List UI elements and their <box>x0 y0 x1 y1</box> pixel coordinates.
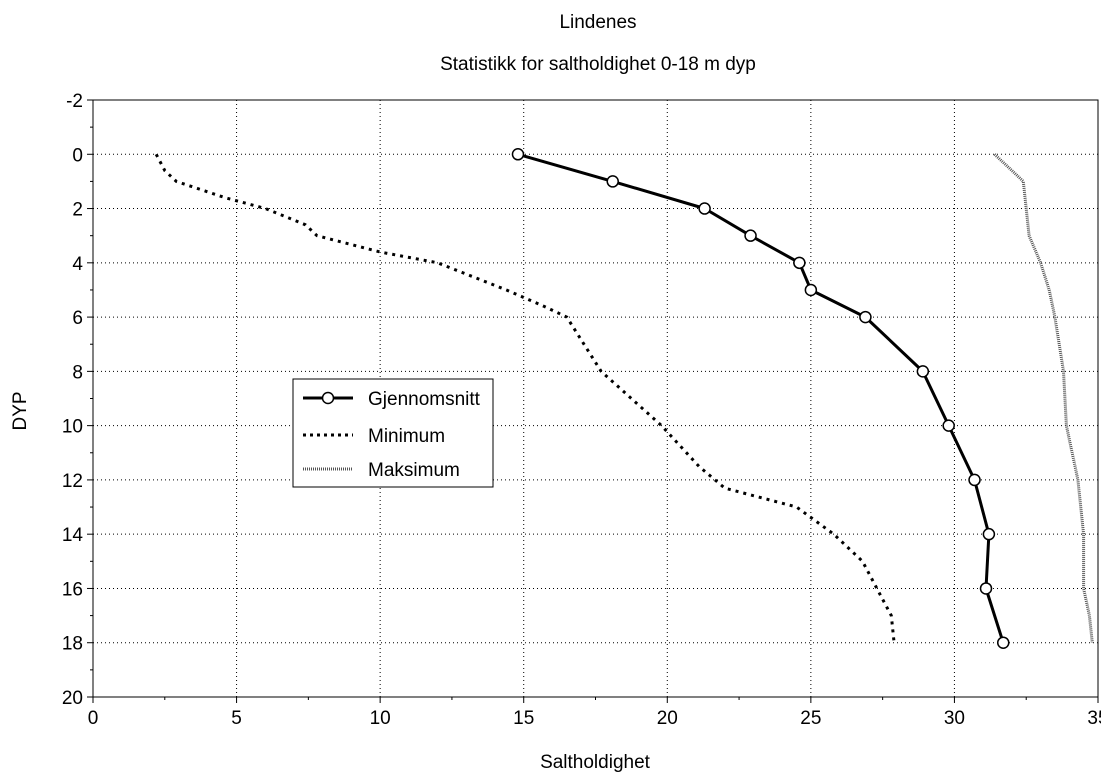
x-tick-label: 20 <box>657 708 678 729</box>
y-tick-label: 14 <box>62 525 84 546</box>
y-tick-label: 0 <box>72 145 83 166</box>
y-tick-label: 16 <box>62 579 83 600</box>
data-point-gjennomsnitt <box>744 229 757 242</box>
data-point-gjennomsnitt <box>982 527 996 541</box>
y-tick-label: 18 <box>62 634 83 655</box>
y-tick-label: 4 <box>72 254 83 275</box>
y-tick-label: 10 <box>62 417 83 438</box>
legend-entry-maksimum: Maksimum <box>303 460 460 481</box>
x-tick-label: 30 <box>944 708 965 729</box>
legend-label-minimum: Minimum <box>368 426 445 447</box>
x-axis-label: Saltholdighet <box>540 752 651 773</box>
series-layer <box>154 148 1094 649</box>
data-point-gjennomsnitt <box>996 636 1010 649</box>
x-tick-label: 0 <box>88 708 99 729</box>
data-point-gjennomsnitt <box>793 256 806 270</box>
x-tick-label: 5 <box>231 708 242 729</box>
data-point-gjennomsnitt <box>698 202 711 215</box>
data-point-gjennomsnitt <box>979 582 993 595</box>
series-line-maksimum <box>993 153 1094 643</box>
legend-entry-minimum: Minimum <box>303 426 445 447</box>
data-point-gjennomsnitt <box>511 148 525 161</box>
legend: Gjennomsnitt Minimum Maksimum <box>292 378 494 488</box>
x-tick-label: 25 <box>800 708 821 729</box>
y-tick-label: 8 <box>72 362 83 383</box>
y-axis-label: DYP <box>10 391 31 430</box>
chart-subtitle: Statistikk for saltholdighet 0-18 m dyp <box>440 54 756 75</box>
x-tick-label: 35 <box>1087 708 1101 729</box>
legend-entry-gjennomsnitt: Gjennomsnitt <box>303 389 481 410</box>
x-tick-label: 10 <box>370 708 391 729</box>
plot-frame <box>92 99 1099 698</box>
data-point-gjennomsnitt <box>916 365 930 378</box>
legend-label-gjennomsnitt: Gjennomsnitt <box>368 389 481 410</box>
ticks-layer: 0 5 10 15 20 25 30 35 -2 0 2 4 6 8 10 12 14 16 18 20 <box>62 91 1101 729</box>
series-line-minimum <box>154 153 896 643</box>
y-tick-label: -2 <box>66 91 83 112</box>
y-tick-label: 12 <box>62 471 83 492</box>
data-point-gjennomsnitt <box>942 419 955 432</box>
data-point-gjennomsnitt <box>968 473 981 487</box>
legend-label-maksimum: Maksimum <box>368 460 460 481</box>
chart-title: Lindenes <box>559 12 636 33</box>
legend-marker-gjennomsnitt <box>321 391 335 405</box>
y-tick-label: 6 <box>72 308 83 329</box>
data-point-gjennomsnitt <box>606 175 619 188</box>
series-line-gjennomsnitt <box>517 152 1005 644</box>
grid-layer <box>93 100 1098 697</box>
data-point-gjennomsnitt <box>804 283 818 297</box>
y-tick-label: 2 <box>72 200 83 221</box>
data-point-gjennomsnitt <box>859 310 872 324</box>
x-tick-label: 15 <box>513 708 534 729</box>
y-tick-label: 20 <box>62 688 83 709</box>
